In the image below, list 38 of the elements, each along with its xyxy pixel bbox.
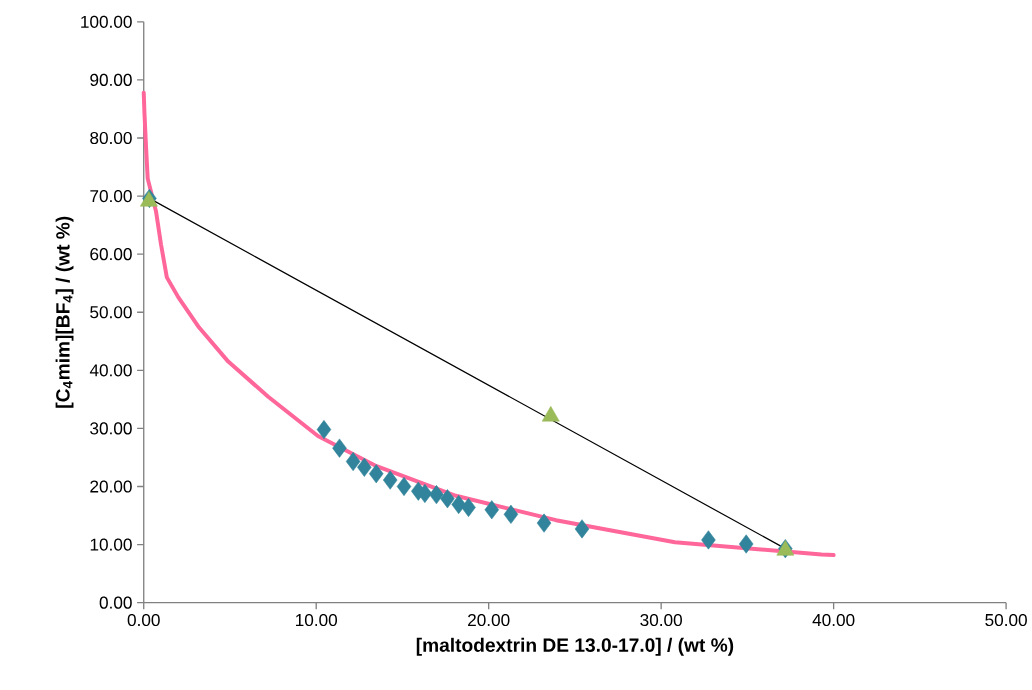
point [332, 438, 347, 458]
y-axis-title: [C$_{4}$mim][BF$_{4}$] / (wt %) [55, 216, 74, 408]
x-tick-label: 0.00 [127, 613, 160, 627]
point [503, 504, 519, 524]
point [440, 489, 455, 509]
point [738, 534, 754, 554]
point [369, 464, 384, 484]
point [536, 513, 552, 533]
point [429, 485, 444, 505]
point [357, 457, 372, 477]
point [701, 530, 716, 550]
y-tick-label: 90.00 [90, 73, 132, 87]
point [396, 477, 412, 497]
x-tick-label: 20.00 [468, 613, 510, 627]
x-tick-label: 30.00 [640, 613, 682, 627]
point [382, 470, 398, 490]
y-tick-label: 30.00 [90, 422, 132, 435]
point [417, 483, 433, 504]
y-tick-label: 70.00 [90, 190, 132, 203]
x-tick-label: 10.00 [296, 613, 338, 627]
line-series [141, 90, 836, 558]
x-tick-label: 50.00 [985, 613, 1027, 627]
y-tick-label: 100.00 [81, 15, 132, 28]
y-tick-label: 60.00 [90, 248, 132, 261]
y-tick-label: 80.00 [90, 131, 132, 145]
y-tick-label: 0.00 [99, 596, 132, 609]
point [541, 406, 560, 422]
point [574, 519, 590, 539]
x-axis-title: [maltodextrin DE 13.0-17.0] / (wt %) [416, 637, 734, 656]
y-tick-label: 40.00 [89, 364, 132, 377]
y-tick-label: 10.00 [90, 538, 132, 551]
point [484, 500, 499, 520]
point [316, 420, 332, 440]
point [345, 452, 361, 472]
point [461, 497, 476, 517]
y-tick-label: 50.00 [90, 306, 132, 319]
x-tick-label: 40.00 [812, 613, 855, 627]
y-tick-label: 20.00 [90, 480, 132, 493]
